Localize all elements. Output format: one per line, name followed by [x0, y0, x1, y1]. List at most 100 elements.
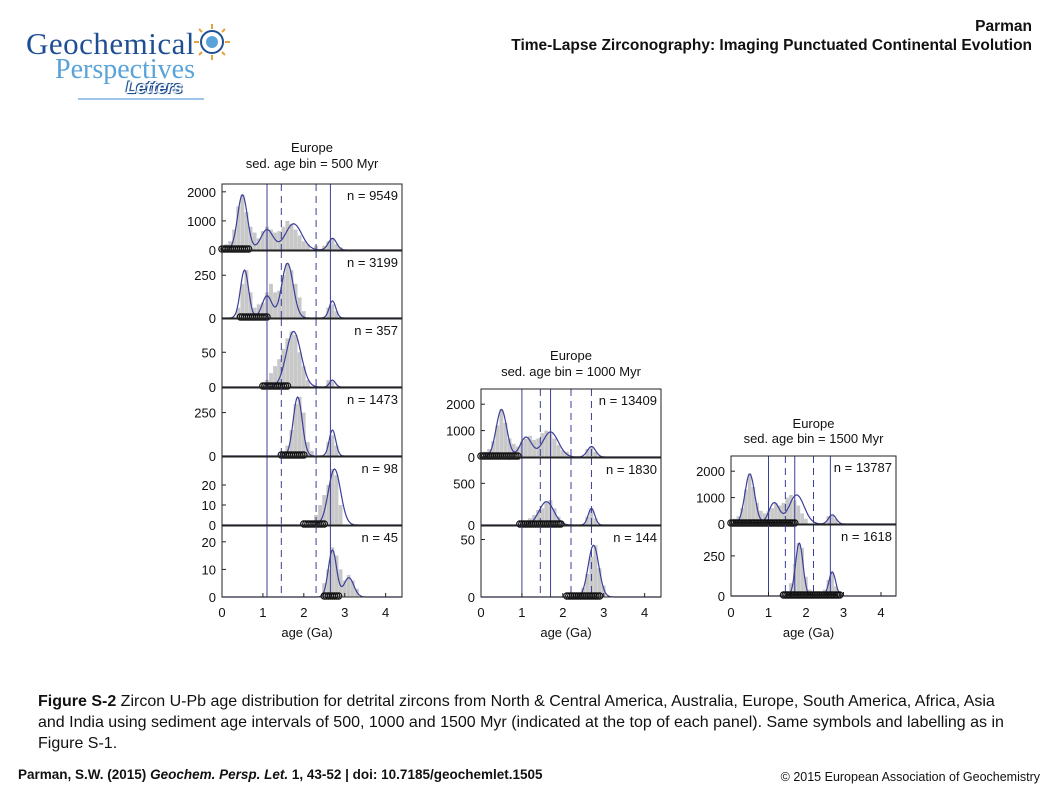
sample-count-label: n = 357 — [354, 323, 398, 338]
histogram-bar — [342, 580, 347, 597]
y-tick-label: 0 — [468, 590, 475, 605]
density-curve — [222, 468, 402, 526]
y-tick-label: 0 — [209, 311, 216, 326]
histogram-bar — [301, 241, 306, 250]
histogram-bar — [495, 425, 500, 457]
panel-3: 0 50 n = 357 — [202, 318, 403, 395]
histogram-bar — [305, 380, 310, 387]
header-title: Time-Lapse Zirconography: Imaging Punctu… — [511, 37, 1032, 54]
histogram-bar — [289, 270, 294, 318]
histogram-bar — [256, 238, 261, 250]
x-tick-label: 4 — [877, 605, 884, 620]
histogram-bar — [269, 229, 273, 250]
x-tick-label: 1 — [259, 605, 266, 620]
histogram-bar — [334, 555, 339, 597]
caption-text: Zircon U-Pb age distribution for detrita… — [38, 693, 1004, 752]
histogram-bar — [804, 518, 808, 524]
panel-2: 0 500 n = 1830 — [453, 457, 662, 533]
histogram-bar — [330, 435, 335, 456]
panel-frame — [730, 455, 897, 525]
x-tick-label: 4 — [641, 605, 648, 620]
histogram-bar — [544, 501, 549, 525]
histogram-bar — [338, 505, 343, 525]
footer-copyright: © 2015 European Association of Geochemis… — [780, 770, 1040, 784]
sample-marker — [283, 382, 292, 390]
y-tick-label: 0 — [209, 449, 216, 464]
histogram-bar — [560, 450, 565, 457]
histogram-bar — [326, 569, 331, 597]
histogram-bar — [256, 304, 261, 318]
histogram-bar — [796, 543, 801, 596]
figure-caption: Figure S-2 Zircon U-Pb age distribution … — [38, 691, 1018, 754]
sample-count-label: n = 13409 — [599, 393, 657, 408]
sample-marker — [300, 451, 308, 459]
histogram-bar — [273, 366, 278, 387]
histogram-bar — [297, 297, 302, 318]
histogram-bar — [601, 585, 606, 597]
chart-title: Europe — [291, 140, 333, 155]
panel-6: 0 10 20 n = 45 — [202, 525, 403, 605]
panel-2: 0 250 n = 3199 — [194, 250, 403, 326]
panel-frame — [730, 524, 897, 597]
histogram-bar — [338, 569, 343, 597]
histogram-bar — [747, 473, 752, 524]
histogram-bar — [800, 547, 804, 596]
header-author: Parman — [975, 18, 1032, 35]
panel-frame — [221, 387, 403, 457]
panel-1: 0 1000 2000 n = 13409 — [446, 388, 662, 465]
panel-1: 0 1000 2000 n = 9549 — [187, 183, 403, 258]
histogram-bar — [503, 422, 508, 457]
x-tick-label: 3 — [341, 605, 348, 620]
histogram-bar — [834, 586, 838, 596]
y-tick-label: 10 — [202, 498, 216, 513]
sample-count-label: n = 3199 — [347, 255, 398, 270]
histogram-bar — [589, 508, 594, 525]
y-tick-label: 0 — [209, 590, 216, 605]
x-tick-label: 0 — [727, 605, 734, 620]
histogram-bar — [334, 445, 339, 456]
y-tick-label: 0 — [468, 518, 475, 533]
histogram-bar — [759, 510, 763, 524]
histogram-bar — [252, 232, 257, 250]
histogram-bar — [260, 302, 265, 318]
histogram-bar — [293, 334, 298, 387]
y-tick-label: 20 — [202, 478, 216, 493]
histogram-bar — [236, 206, 241, 250]
histogram-bar — [293, 283, 298, 318]
histogram-bar — [499, 409, 504, 457]
panel-frame — [480, 457, 662, 526]
panel-frame — [221, 250, 403, 319]
sample-count-label: n = 1473 — [347, 392, 398, 407]
logo-line-3: Letters — [126, 78, 183, 97]
citation-author: Parman, S.W. (2015) — [18, 767, 151, 782]
sample-count-label: n = 9549 — [347, 188, 398, 203]
histogram-bar — [305, 442, 310, 456]
histogram-bar — [309, 521, 314, 525]
histogram-bar — [796, 505, 801, 524]
histogram-bar — [585, 449, 590, 457]
sample-marker — [244, 245, 253, 253]
chart-subtitle: sed. age bin = 1000 Myr — [501, 364, 642, 379]
histogram-bar — [770, 508, 774, 524]
histogram-bar — [330, 381, 335, 387]
histogram-bar — [744, 489, 748, 524]
y-tick-label: 1000 — [696, 491, 725, 506]
y-tick-label: 1000 — [446, 424, 475, 439]
histogram-bar — [269, 373, 273, 387]
panel-frame — [221, 318, 403, 388]
y-tick-label: 20 — [202, 535, 216, 550]
panel-frame — [480, 388, 662, 458]
histogram-bar — [334, 475, 339, 525]
histogram-bar — [240, 194, 245, 250]
histogram-bar — [240, 283, 245, 318]
histogram-bar — [289, 331, 294, 387]
histogram-bar — [277, 290, 282, 318]
chart-title: Europe — [550, 348, 592, 363]
histogram-bar — [297, 396, 302, 456]
sample-marker — [595, 592, 604, 600]
y-tick-label: 2000 — [187, 185, 216, 200]
y-tick-label: 250 — [194, 268, 216, 283]
panel-frame — [221, 183, 403, 251]
